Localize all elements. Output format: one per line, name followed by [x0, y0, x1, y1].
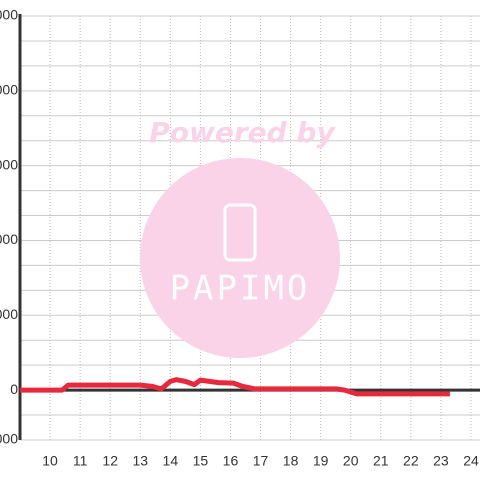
x-tick-label: 13 [132, 453, 148, 469]
watermark-circle [140, 158, 340, 358]
x-tick-label: 22 [403, 453, 419, 469]
x-tick-label: 20 [343, 453, 359, 469]
y-tick-label: 150,000 [0, 7, 18, 23]
x-tick-label: 17 [253, 453, 269, 469]
x-tick-label: 11 [73, 453, 88, 469]
x-tick-label: 18 [283, 453, 299, 469]
watermark-phone [223, 203, 257, 262]
x-tick-label: 10 [42, 453, 58, 469]
data-line [20, 377, 450, 397]
x-tick-label: 21 [373, 453, 389, 469]
y-tick-label: 90,000 [0, 156, 18, 172]
watermark: Powered by PAPIMO [140, 116, 340, 358]
x-tick-label: 16 [223, 453, 239, 469]
x-tick-label: 15 [193, 453, 209, 469]
watermark-logo: PAPIMO [170, 269, 311, 309]
x-tick-label: 23 [433, 453, 449, 469]
x-tick-label: 19 [313, 453, 329, 469]
x-tick-label: 14 [163, 453, 179, 469]
y-tick-label: 0 [10, 381, 18, 397]
x-tick-label: 24 [463, 453, 479, 469]
y-tick-label: 60,000 [0, 231, 18, 247]
y-tick-label: -20,000 [0, 431, 18, 447]
y-tick-label: 120,000 [0, 82, 18, 98]
y-tick-label: 30,000 [0, 306, 18, 322]
x-tick-label: 12 [102, 453, 118, 469]
watermark-text: Powered by [149, 116, 336, 149]
